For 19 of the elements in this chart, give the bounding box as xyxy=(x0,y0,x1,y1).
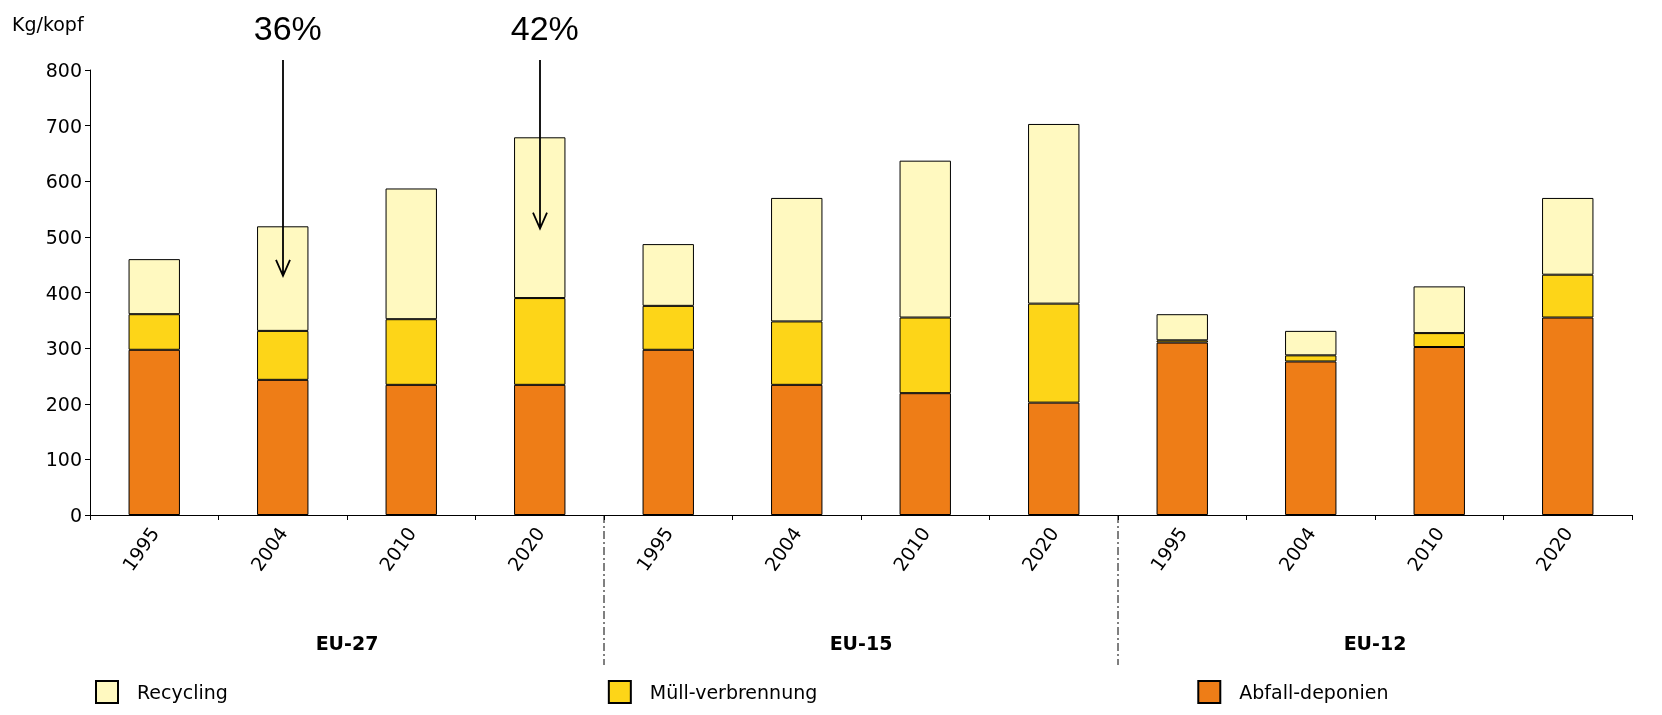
text: EU-12 xyxy=(1343,632,1407,654)
y-tick-label: 700 xyxy=(45,114,82,137)
legend-label: Müll-verbrennung xyxy=(649,681,818,703)
bar xyxy=(1156,314,1208,341)
y-tick-label: 600 xyxy=(45,170,82,193)
y-tick-label: 0 xyxy=(69,504,82,526)
text: EU-27 xyxy=(315,632,379,654)
y-tick-label: 800 xyxy=(45,59,82,81)
text: 36% xyxy=(253,9,322,47)
legend-label: Recycling xyxy=(137,681,228,703)
y-tick-label: 300 xyxy=(45,337,82,360)
text: EU-15 xyxy=(829,632,893,654)
y-tick-label: 100 xyxy=(45,448,82,471)
y-tick-label: 200 xyxy=(45,392,82,415)
y-axis-title: Kg/kopf xyxy=(12,12,85,35)
legend-label: Abfall-deponien xyxy=(1239,681,1389,703)
y-tick-label: 500 xyxy=(45,225,82,248)
text: 42% xyxy=(510,9,579,47)
y-tick-label: 400 xyxy=(45,281,82,304)
